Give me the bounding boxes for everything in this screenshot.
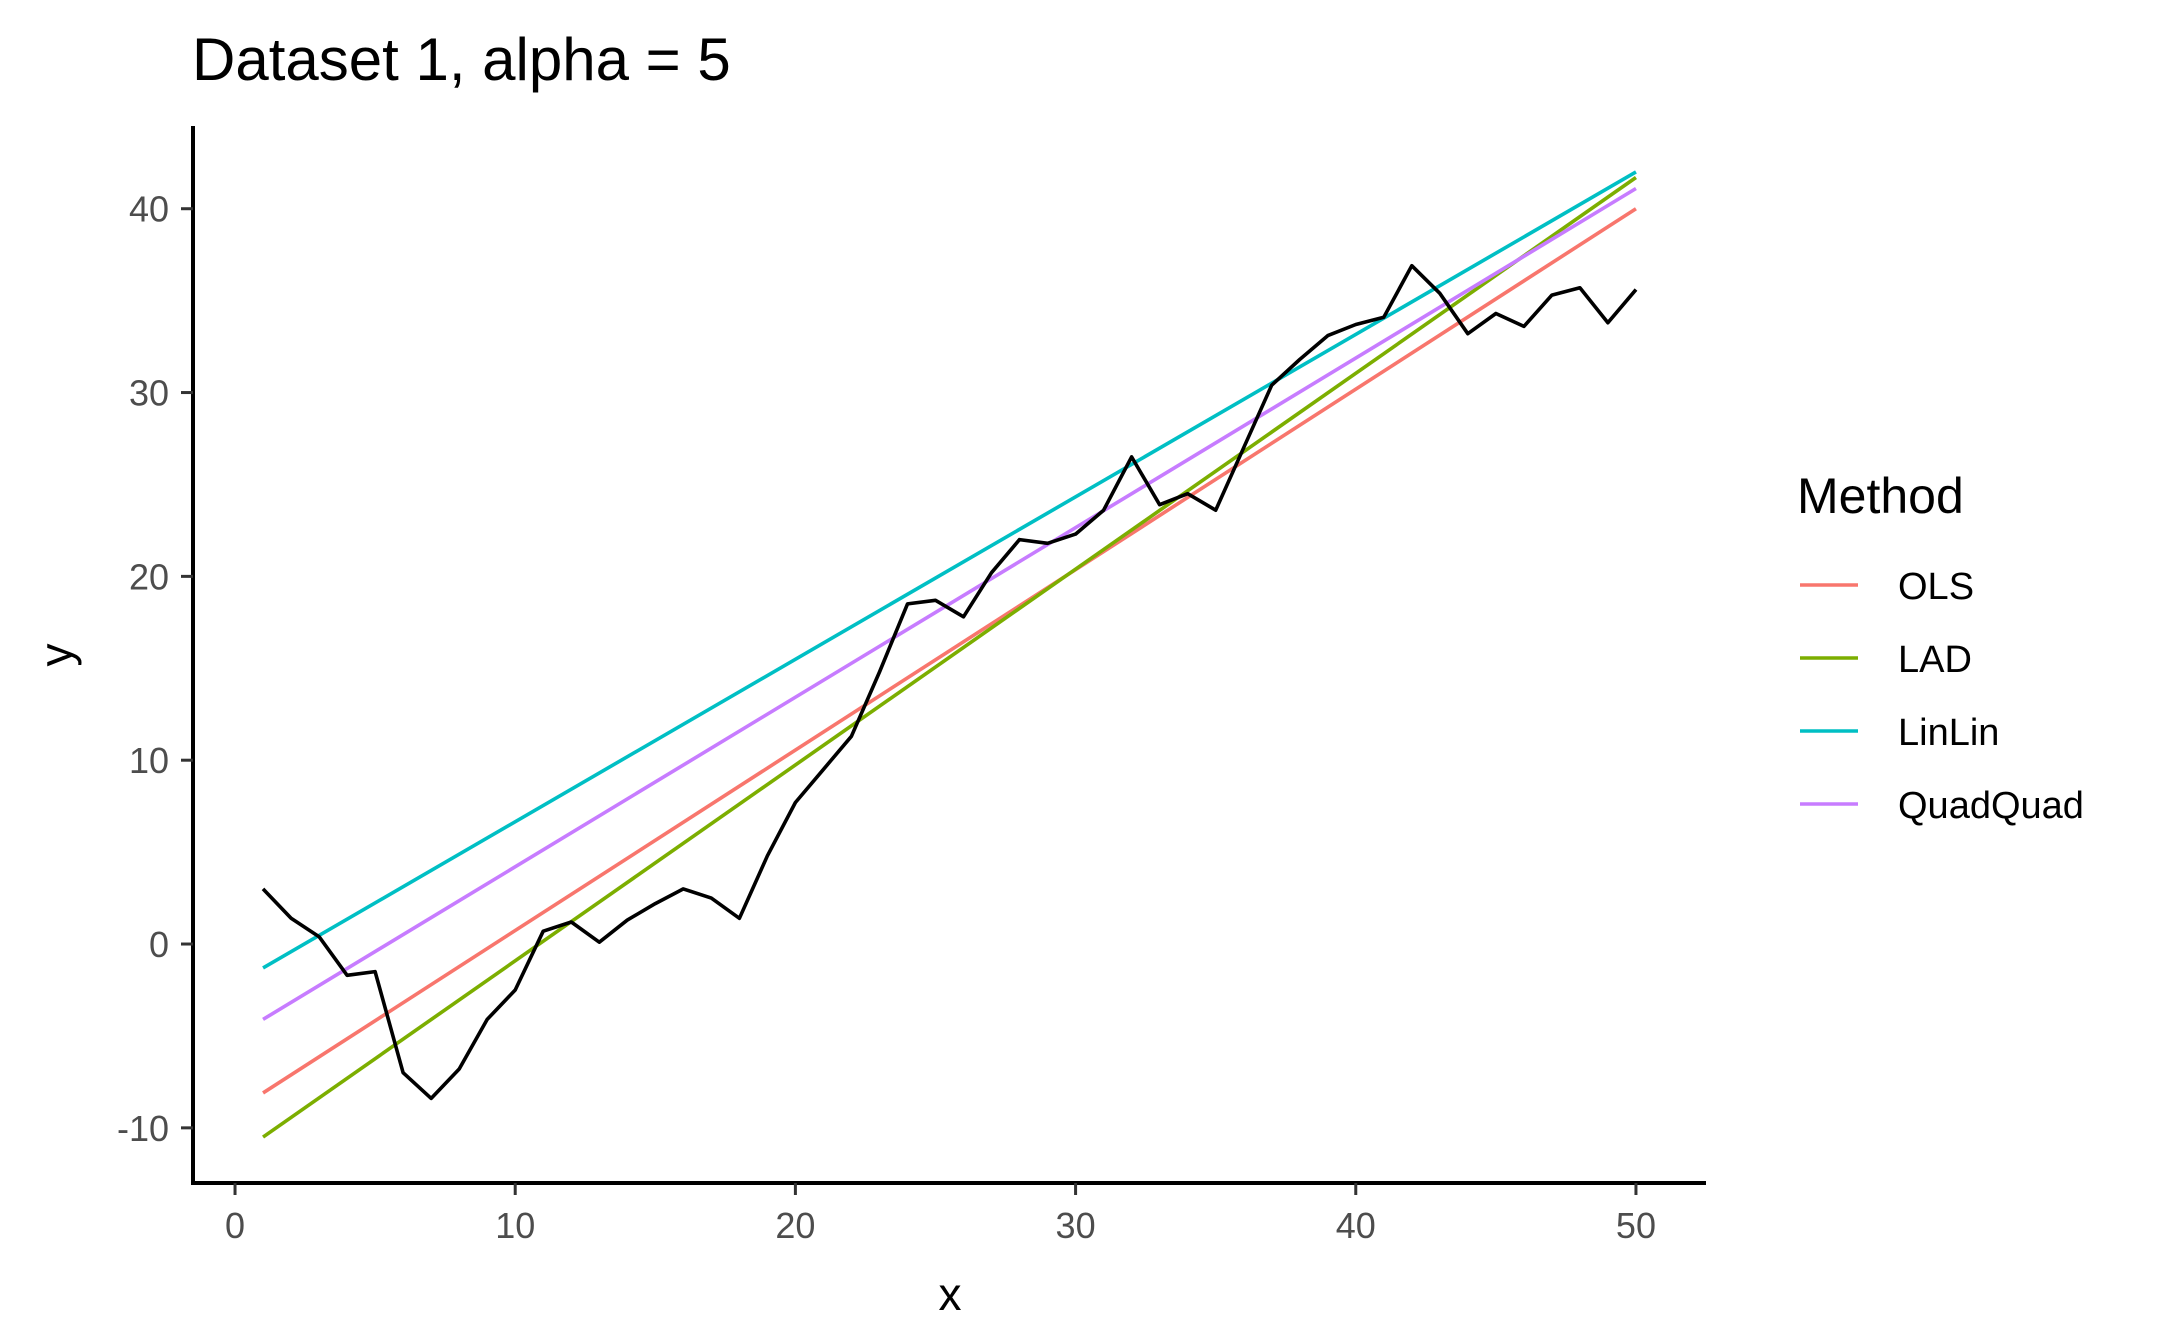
y-tick-label: 30 — [129, 373, 169, 414]
x-tick-label: 40 — [1336, 1205, 1376, 1246]
y-tick-label: 40 — [129, 189, 169, 230]
x-tick-label: 30 — [1056, 1205, 1096, 1246]
x-tick-label: 10 — [495, 1205, 535, 1246]
y-tick-label: -10 — [117, 1108, 169, 1149]
series-line-ols — [262, 207, 1637, 1095]
x-axis-title: x — [939, 1268, 962, 1320]
series-line-linlin — [262, 170, 1637, 970]
y-tick-label: 0 — [149, 924, 169, 965]
x-axis-ticks: 0 10 20 30 40 50 — [225, 1183, 1656, 1246]
legend-label-linlin: LinLin — [1898, 712, 1999, 754]
observed-data-line — [261, 263, 1638, 1101]
legend-label-ols: OLS — [1898, 566, 1974, 608]
series-line-quadquad — [262, 186, 1637, 1021]
x-tick-label: 0 — [225, 1205, 245, 1246]
legend: Method OLS LAD LinLin QuadQuad — [1797, 468, 2084, 827]
y-axis-title: y — [30, 644, 82, 667]
series-line-lad — [262, 175, 1637, 1139]
plot-area — [261, 170, 1638, 1139]
x-tick-label: 20 — [775, 1205, 815, 1246]
y-axis-ticks: -10 0 10 20 30 40 — [117, 189, 193, 1149]
legend-items: OLS LAD LinLin QuadQuad — [1800, 566, 2084, 827]
y-tick-label: 10 — [129, 740, 169, 781]
chart-title: Dataset 1, alpha = 5 — [192, 26, 731, 93]
legend-title: Method — [1797, 468, 1964, 524]
legend-label-lad: LAD — [1898, 639, 1972, 681]
legend-label-quadquad: QuadQuad — [1898, 785, 2084, 827]
x-tick-label: 50 — [1616, 1205, 1656, 1246]
y-tick-label: 20 — [129, 556, 169, 597]
